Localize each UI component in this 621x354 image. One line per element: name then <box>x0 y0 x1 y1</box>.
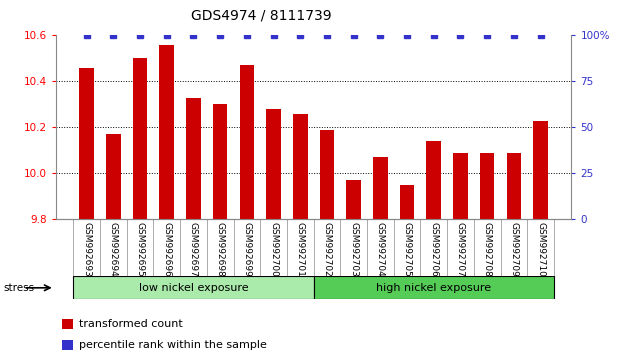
Bar <box>533 120 548 354</box>
Bar <box>213 104 227 354</box>
Text: GSM992708: GSM992708 <box>483 222 492 277</box>
Text: GSM992702: GSM992702 <box>322 222 332 277</box>
Text: GSM992696: GSM992696 <box>162 222 171 277</box>
Bar <box>453 153 468 354</box>
Text: high nickel exposure: high nickel exposure <box>376 282 491 293</box>
Bar <box>480 153 494 354</box>
Text: GSM992700: GSM992700 <box>269 222 278 277</box>
Bar <box>106 134 120 354</box>
Text: GSM992694: GSM992694 <box>109 222 118 277</box>
Text: low nickel exposure: low nickel exposure <box>138 282 248 293</box>
Bar <box>347 180 361 354</box>
Bar <box>507 153 521 354</box>
Bar <box>293 114 307 354</box>
Bar <box>314 276 554 299</box>
Text: GSM992710: GSM992710 <box>536 222 545 277</box>
Bar <box>133 58 147 354</box>
Bar <box>320 130 334 354</box>
Text: GSM992701: GSM992701 <box>296 222 305 277</box>
Bar <box>240 65 254 354</box>
Bar <box>373 157 388 354</box>
Bar <box>427 141 441 354</box>
Text: GSM992699: GSM992699 <box>242 222 252 277</box>
Bar <box>160 45 174 354</box>
Text: GSM992709: GSM992709 <box>509 222 519 277</box>
Text: GSM992698: GSM992698 <box>215 222 225 277</box>
Text: GSM992693: GSM992693 <box>82 222 91 277</box>
Text: GSM992695: GSM992695 <box>135 222 145 277</box>
Text: GSM992705: GSM992705 <box>402 222 412 277</box>
Bar <box>79 68 94 354</box>
Text: stress: stress <box>3 283 34 293</box>
Text: GSM992706: GSM992706 <box>429 222 438 277</box>
Text: GSM992707: GSM992707 <box>456 222 465 277</box>
Text: GSM992697: GSM992697 <box>189 222 198 277</box>
Text: transformed count: transformed count <box>79 319 183 329</box>
Bar <box>400 185 414 354</box>
Bar <box>186 97 201 354</box>
Bar <box>266 109 281 354</box>
Text: GSM992704: GSM992704 <box>376 222 385 277</box>
Text: percentile rank within the sample: percentile rank within the sample <box>79 340 268 350</box>
Text: GSM992703: GSM992703 <box>349 222 358 277</box>
Text: GDS4974 / 8111739: GDS4974 / 8111739 <box>191 9 331 23</box>
Bar <box>73 276 314 299</box>
